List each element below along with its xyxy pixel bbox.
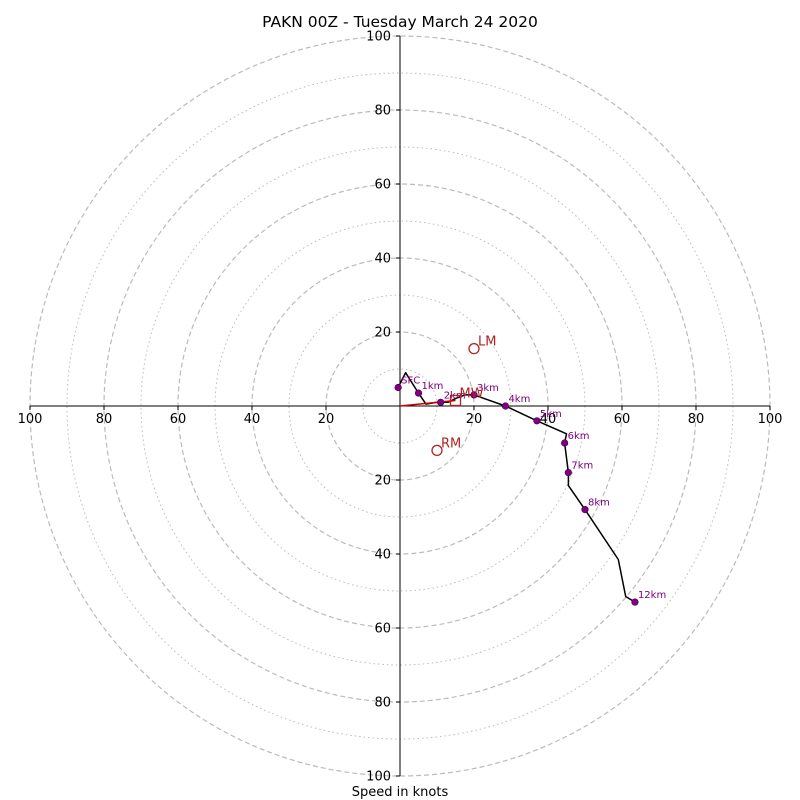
storm-marker-lm <box>468 342 480 355</box>
tick-label-top-80: 80 <box>374 104 391 119</box>
height-marker-1km <box>414 389 423 397</box>
height-marker-6km <box>561 439 569 447</box>
height-label-6km: 6km <box>568 431 590 442</box>
storm-marker-rm <box>431 444 443 457</box>
height-marker-5km <box>533 417 541 425</box>
height-marker-4km <box>501 402 510 410</box>
tick-label-bottom-40: 40 <box>374 548 391 563</box>
height-marker-sfc <box>394 383 402 392</box>
storm-label-rm: RM <box>441 436 461 451</box>
tick-label-left-80: 80 <box>96 412 113 427</box>
height-marker-12km <box>631 598 639 606</box>
wind-profile-line <box>397 371 636 603</box>
tick-label-right-60: 60 <box>614 412 631 427</box>
tick-label-top-40: 40 <box>374 252 391 267</box>
tick-label-bottom-60: 60 <box>374 622 391 637</box>
shear-vector-line <box>399 399 456 407</box>
tick-label-left-40: 40 <box>244 412 261 427</box>
x-axis-label: Speed in knots <box>352 785 449 800</box>
tick-label-right-100: 100 <box>758 412 783 427</box>
tick-label-bottom-20: 20 <box>374 474 391 489</box>
storm-marker-mw <box>449 394 462 407</box>
height-marker-2km <box>437 398 445 406</box>
storm-label-lm: LM <box>478 335 496 350</box>
storm-label-mw: MW <box>460 386 484 401</box>
tick-label-top-60: 60 <box>374 178 391 193</box>
tick-label-right-80: 80 <box>688 412 705 427</box>
height-label-12km: 12km <box>638 590 666 601</box>
chart-title: PAKN 00Z - Tuesday March 24 2020 <box>262 13 538 31</box>
height-label-8km: 8km <box>588 498 610 509</box>
tick-label-bottom-80: 80 <box>374 696 391 711</box>
height-label-sfc: SFC <box>401 376 420 387</box>
tick-label-left-60: 60 <box>170 412 187 427</box>
tick-label-left-20: 20 <box>318 412 335 427</box>
tick-label-right-20: 20 <box>466 412 483 427</box>
tick-label-bottom-100: 100 <box>366 770 391 785</box>
height-label-3km: 3km <box>477 383 499 394</box>
height-label-4km: 4km <box>508 394 530 405</box>
height-marker-3km <box>470 391 478 399</box>
tick-label-left-100: 100 <box>18 412 43 427</box>
tick-label-top-20: 20 <box>374 326 391 341</box>
height-marker-8km <box>581 506 589 514</box>
height-marker-7km <box>564 469 572 477</box>
tick-label-top-100: 100 <box>366 30 391 45</box>
tick-labels: 20 20 20 40 40 40 60 60 60 80 80 80 100 100 100 100 80 60… <box>18 30 783 785</box>
height-label-1km: 1km <box>422 381 444 392</box>
height-label-7km: 7km <box>571 461 593 472</box>
height-label-5km: 5km <box>540 409 562 420</box>
